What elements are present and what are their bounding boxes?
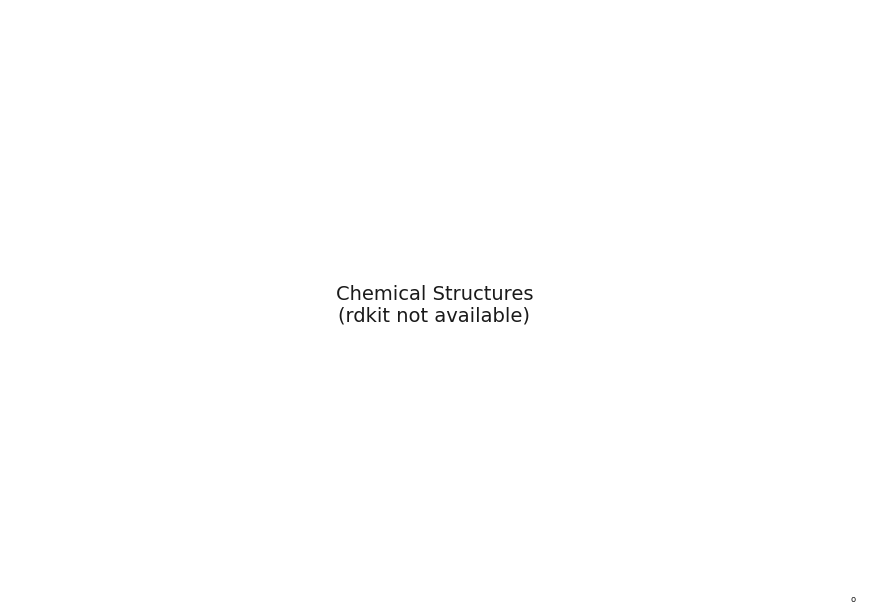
Text: Chemical Structures
(rdkit not available): Chemical Structures (rdkit not available… <box>335 285 534 326</box>
Text: o: o <box>851 595 856 604</box>
